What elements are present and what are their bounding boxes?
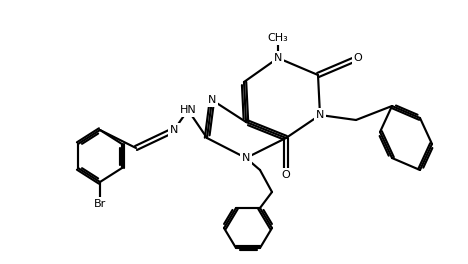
Text: N: N bbox=[316, 110, 324, 120]
Text: Br: Br bbox=[94, 199, 106, 209]
Text: CH₃: CH₃ bbox=[268, 33, 288, 43]
Text: O: O bbox=[282, 170, 290, 180]
Text: HN: HN bbox=[180, 105, 197, 115]
Text: N: N bbox=[170, 125, 178, 135]
Text: N: N bbox=[242, 153, 250, 163]
Text: N: N bbox=[208, 95, 216, 105]
Text: O: O bbox=[354, 53, 362, 63]
Text: N: N bbox=[274, 53, 282, 63]
